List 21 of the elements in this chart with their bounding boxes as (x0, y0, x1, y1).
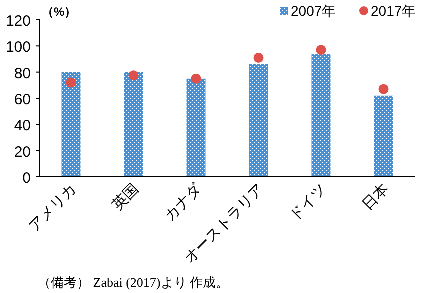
point (316, 45, 326, 56)
ytick: 0 (22, 170, 31, 187)
y-axis-title: （%） (42, 5, 77, 19)
point (191, 74, 202, 84)
ytick: 60 (14, 92, 31, 108)
ytick: 80 (14, 65, 31, 82)
point (66, 78, 76, 88)
x-tick-label: カナダ (161, 180, 206, 225)
x-tick-label: 英国 (109, 180, 143, 214)
point (128, 70, 139, 81)
legend-label: 2017年 (371, 3, 416, 19)
x-tick-label: 日本 (359, 180, 393, 214)
ytick: 40 (14, 118, 31, 135)
text: （備考） Zabai (2017)より 作成。 (38, 275, 230, 290)
ytick: 120 (6, 13, 31, 30)
x-tick-label: ドイツ (286, 180, 330, 225)
point (378, 84, 389, 94)
ytick: 20 (14, 144, 31, 161)
point (254, 52, 264, 63)
ytick: 100 (6, 39, 31, 56)
legend-label: 2007年 (291, 3, 336, 19)
